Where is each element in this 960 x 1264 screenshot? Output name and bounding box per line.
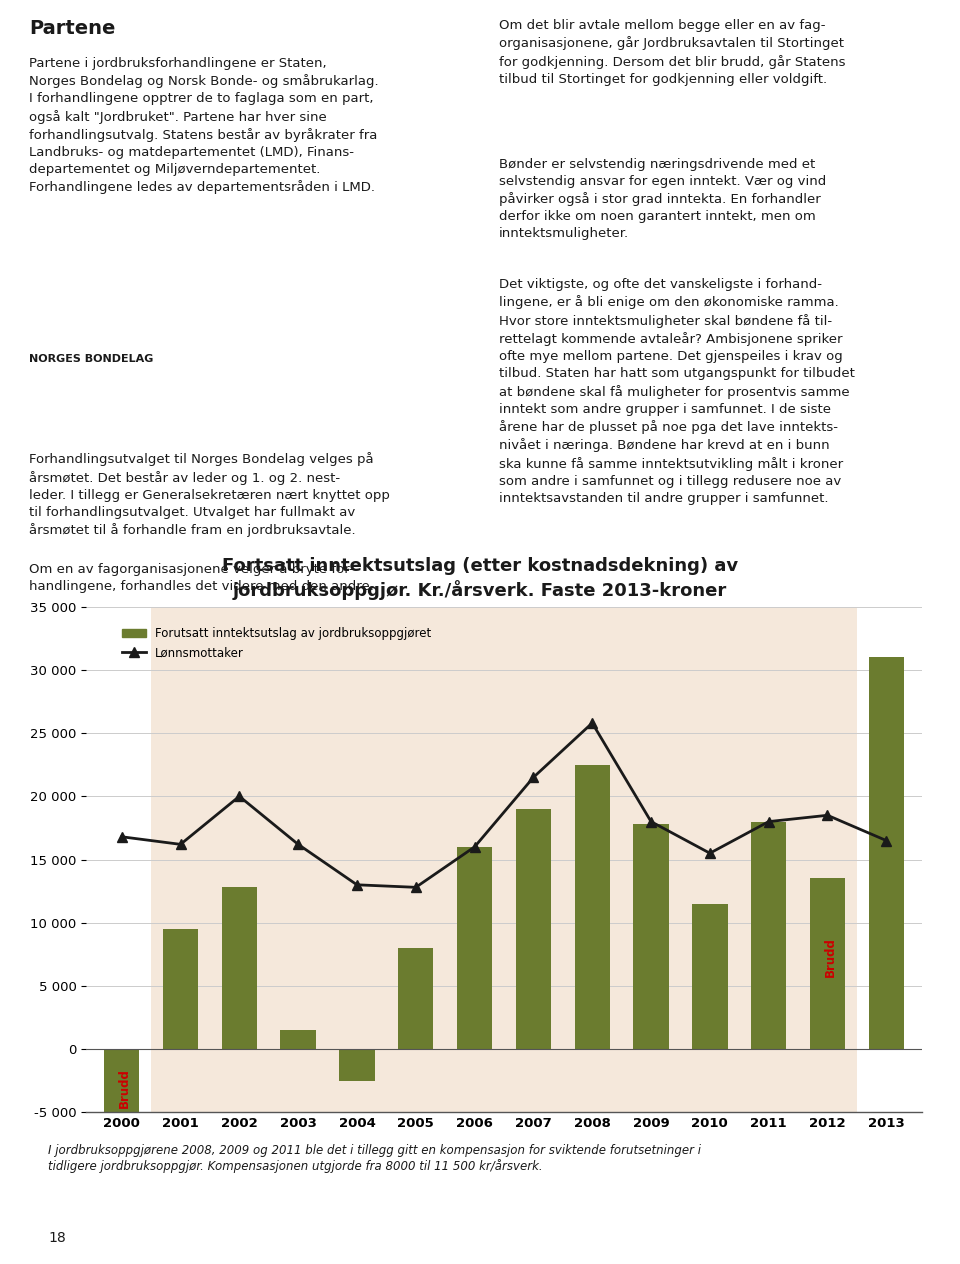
Bar bbox=[634, 824, 669, 1049]
Text: Partene: Partene bbox=[29, 19, 115, 38]
Bar bbox=[457, 847, 492, 1049]
Bar bbox=[575, 765, 610, 1049]
Bar bbox=[751, 822, 786, 1049]
Text: Brudd: Brudd bbox=[118, 1068, 132, 1107]
Text: Fortsatt inntektsutslag (etter kostnadsdekning) av: Fortsatt inntektsutslag (etter kostnadsd… bbox=[222, 557, 738, 575]
Bar bbox=[398, 948, 433, 1049]
Text: Om en av fagorganisasjonene velger å bryte for-
handlingene, forhandles det vide: Om en av fagorganisasjonene velger å bry… bbox=[29, 562, 373, 594]
Text: Bønder er selvstendig næringsdrivende med et
selvstendig ansvar for egen inntekt: Bønder er selvstendig næringsdrivende me… bbox=[499, 158, 827, 240]
Bar bbox=[222, 887, 257, 1049]
Bar bbox=[869, 657, 904, 1049]
Text: 18: 18 bbox=[48, 1231, 65, 1245]
Bar bbox=[163, 929, 198, 1049]
Text: jordbruksoppgjør. Kr./årsverk. Faste 2013-kroner: jordbruksoppgjør. Kr./årsverk. Faste 201… bbox=[233, 580, 727, 600]
Bar bbox=[516, 809, 551, 1049]
Bar bbox=[280, 1030, 316, 1049]
Text: I jordbruksoppgjørene 2008, 2009 og 2011 ble det i tillegg gitt en kompensasjon : I jordbruksoppgjørene 2008, 2009 og 2011… bbox=[48, 1144, 701, 1173]
Text: Forhandlingsutvalget til Norges Bondelag velges på
årsmøtet. Det består av leder: Forhandlingsutvalget til Norges Bondelag… bbox=[29, 453, 390, 537]
Bar bbox=[810, 878, 845, 1049]
Text: NORGES BONDELAG: NORGES BONDELAG bbox=[29, 354, 154, 364]
Text: Det viktigste, og ofte det vanskeligste i forhand-
lingene, er å bli enige om de: Det viktigste, og ofte det vanskeligste … bbox=[499, 278, 855, 504]
Text: Brudd: Brudd bbox=[824, 938, 837, 977]
Text: Om det blir avtale mellom begge eller en av fag-
organisasjonene, går Jordbruksa: Om det blir avtale mellom begge eller en… bbox=[499, 19, 846, 86]
Bar bbox=[692, 904, 728, 1049]
Bar bbox=[339, 1049, 374, 1081]
Text: Partene i jordbruksforhandlingene er Staten,
Norges Bondelag og Norsk Bonde- og : Partene i jordbruksforhandlingene er Sta… bbox=[29, 57, 378, 195]
Bar bbox=[151, 607, 857, 1112]
Bar bbox=[104, 1049, 139, 1131]
Legend: Forutsatt inntektsutslag av jordbruksoppgjøret, Lønnsmottaker: Forutsatt inntektsutslag av jordbruksopp… bbox=[117, 623, 436, 664]
